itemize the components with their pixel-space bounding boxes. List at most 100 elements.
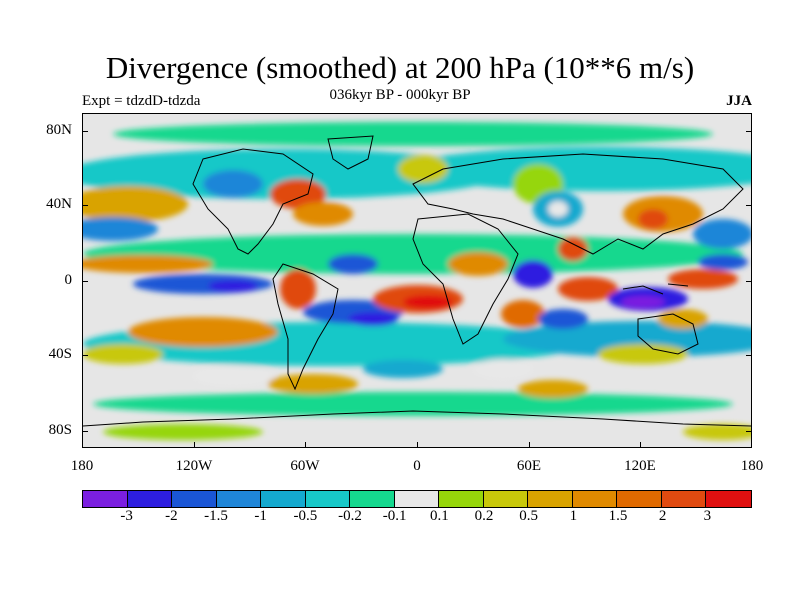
- field-europe-yellow: [398, 155, 448, 183]
- colorbar-swatch: [127, 491, 173, 507]
- lon-label-180e: 180: [740, 458, 764, 474]
- lon-label-120w: 120W: [175, 458, 213, 474]
- lat-label-40s: 40S: [48, 346, 72, 362]
- field-far-s-grey: [193, 366, 273, 386]
- field-spac-yellow: [83, 344, 163, 364]
- colorbar-label: -0.5: [293, 508, 318, 524]
- colorbar-label: 1.5: [608, 508, 628, 524]
- colorbar-label: -0.1: [382, 508, 407, 524]
- chart-title: Divergence (smoothed) at 200 hPa (10**6 …: [105, 50, 695, 85]
- lat-tick: [746, 431, 752, 432]
- colorbar-label: -3: [120, 508, 133, 524]
- colorbar-label: -0.2: [338, 508, 362, 524]
- field-npac-orange: [83, 186, 188, 222]
- lat-tick: [82, 431, 88, 432]
- lat-label-80s: 80S: [48, 422, 72, 438]
- colorbar-swatch: [572, 491, 618, 507]
- field-band-arctic-cyan: [113, 122, 713, 146]
- lat-tick: [82, 205, 88, 206]
- coast-north-america: [192, 148, 314, 255]
- field-africa-blue: [513, 260, 553, 288]
- colorbar-swatch: [617, 491, 662, 507]
- field-wpac-blue: [693, 219, 751, 249]
- lat-label-80n: 80N: [46, 122, 72, 138]
- field-band-n-cyan: [83, 149, 503, 199]
- coast-antarctica: [83, 410, 751, 427]
- field-mc-core: [621, 296, 665, 308]
- field-io-blue: [538, 309, 588, 329]
- colorbar-label: 0.2: [474, 508, 494, 524]
- lon-label-60w: 60W: [290, 458, 320, 474]
- field-band-far-s-cyan: [93, 392, 733, 416]
- colorbar: [82, 490, 752, 508]
- colorbar-swatch: [350, 491, 395, 507]
- colorbar-swatch: [706, 491, 751, 507]
- lat-tick: [746, 281, 752, 282]
- season-label: JJA: [726, 93, 752, 109]
- coast-south-america: [272, 263, 339, 391]
- lon-tick: [417, 442, 418, 448]
- divergence-field: [83, 122, 751, 440]
- colorbar-swatch: [83, 491, 128, 507]
- colorbar-swatch: [394, 491, 440, 507]
- colorbar-label: 1: [569, 508, 578, 524]
- lon-label-60e: 60E: [516, 458, 542, 474]
- coast-africa: [412, 213, 519, 345]
- lon-tick: [305, 442, 306, 448]
- lon-label-180w: 180: [70, 458, 94, 474]
- field-far-s-orange: [268, 374, 358, 394]
- lat-tick: [746, 131, 752, 132]
- field-tatl-core: [403, 295, 453, 309]
- lat-tick: [82, 281, 88, 282]
- lon-tick: [194, 442, 195, 448]
- field-antarctic-yellow: [683, 424, 751, 440]
- field-satl-core: [348, 312, 398, 326]
- field-asia-ring-in: [548, 201, 568, 217]
- colorbar-label: -1: [254, 508, 267, 524]
- field-far-s-grey2: [473, 359, 533, 379]
- colorbar-swatch: [172, 491, 217, 507]
- field-epac-red: [280, 269, 316, 309]
- colorbar-label: 0.5: [519, 508, 539, 524]
- coastlines: [83, 135, 751, 427]
- field-carib-blue: [328, 254, 378, 274]
- colorbar-swatch: [439, 491, 484, 507]
- colorbar-swatch: [483, 491, 529, 507]
- colorbar-swatch: [661, 491, 707, 507]
- field-wpac-trop-blue: [698, 254, 748, 270]
- colorbar-swatch: [528, 491, 573, 507]
- field-sio-yellow: [598, 344, 688, 364]
- field-africa-orange: [448, 252, 508, 276]
- field-sio-red: [501, 300, 545, 328]
- field-spac-orange: [128, 317, 278, 347]
- coast-eurasia: [412, 153, 744, 255]
- coast-indonesia: [622, 283, 689, 295]
- colorbar-label: -2: [165, 508, 178, 524]
- field-nam-blue: [203, 170, 263, 198]
- divergence-contours: [83, 122, 751, 440]
- field-trop-pac-orange: [83, 255, 213, 273]
- field-wpac-red: [638, 209, 668, 229]
- field-io-red: [558, 277, 618, 301]
- colorbar-label: 0.1: [429, 508, 449, 524]
- lon-label-120e: 120E: [624, 458, 656, 474]
- field-band-n-cyan2: [403, 147, 751, 191]
- field-natl-orange: [293, 202, 353, 226]
- lat-label-0: 0: [64, 272, 73, 288]
- colorbar-label: 3: [703, 508, 712, 524]
- map-plot-area: [82, 113, 752, 448]
- field-natl-red: [270, 179, 326, 209]
- field-npac-blue: [83, 217, 158, 241]
- coast-australia: [637, 313, 699, 355]
- colorbar-swatch: [261, 491, 306, 507]
- field-far-s-orange2: [518, 380, 588, 398]
- lat-tick: [82, 131, 88, 132]
- field-india-red: [558, 237, 588, 261]
- field-antarctic-green: [103, 424, 263, 440]
- lat-label-40n: 40N: [46, 196, 72, 212]
- field-wpac-trop-red: [668, 269, 738, 289]
- field-trop-pac-core: [208, 280, 258, 292]
- colorbar-label: 2: [658, 508, 667, 524]
- lon-tick: [529, 442, 530, 448]
- colorbar-swatch: [305, 491, 351, 507]
